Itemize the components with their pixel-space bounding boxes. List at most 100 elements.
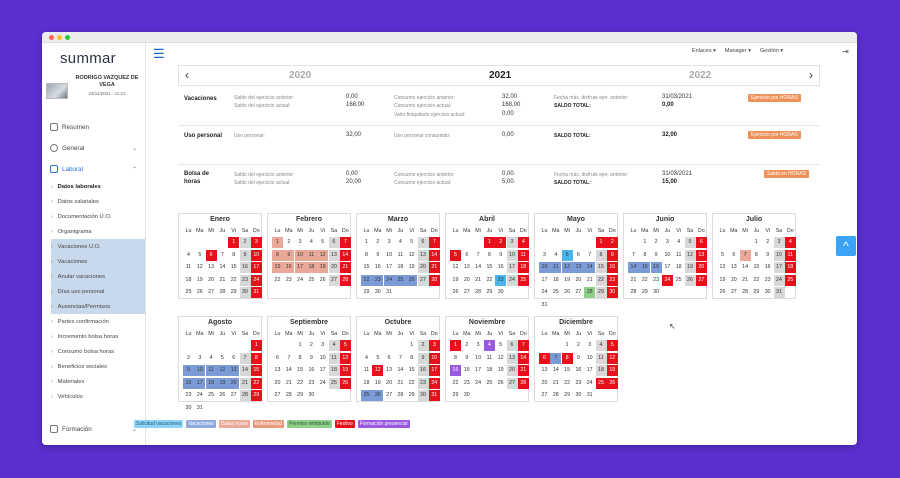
calendar-day[interactable]: 4 (517, 237, 529, 248)
calendar-day[interactable]: 29 (297, 392, 304, 398)
calendar-day[interactable]: 14 (552, 367, 559, 373)
calendar-day[interactable]: 18 (328, 365, 340, 376)
calendar-day[interactable]: 1 (272, 237, 283, 248)
calendar-day[interactable]: 11 (185, 264, 192, 270)
submenu-item[interactable]: › Datos salariales (51, 194, 145, 209)
calendar-day[interactable]: 7 (398, 354, 402, 361)
calendar-day[interactable]: 10 (386, 251, 393, 258)
calendar-day[interactable]: 20 (417, 262, 429, 273)
calendar-day[interactable]: 27 (730, 289, 737, 295)
calendar-day[interactable]: 8 (365, 251, 368, 258)
calendar-day[interactable]: 12 (408, 251, 415, 258)
calendar-day[interactable]: 11 (550, 262, 562, 273)
calendar-day[interactable]: 29 (230, 289, 237, 295)
calendar-day[interactable]: 16 (183, 377, 194, 389)
calendar-day[interactable]: 23 (764, 276, 771, 283)
calendar-day[interactable]: 29 (486, 289, 493, 295)
calendar-day[interactable]: 11 (517, 249, 529, 261)
submenu-item[interactable]: › Días uso personal (51, 284, 145, 299)
calendar-day[interactable]: 27 (541, 392, 548, 398)
calendar-day[interactable]: 16 (650, 262, 662, 273)
calendar-day[interactable]: 7 (476, 251, 480, 258)
calendar-day[interactable]: 25 (517, 274, 529, 286)
calendar-day[interactable]: 8 (232, 251, 236, 258)
calendar-day[interactable]: 30 (308, 392, 315, 398)
submenu-item[interactable]: › Documentación U.O. (51, 209, 145, 224)
calendar-day[interactable]: 31 (196, 404, 203, 411)
calendar-day[interactable]: 21 (219, 276, 226, 283)
calendar-day[interactable]: 21 (742, 276, 749, 283)
calendar-day[interactable]: 25 (208, 392, 215, 398)
calendar-day[interactable]: 13 (208, 264, 215, 270)
calendar-day[interactable]: 6 (417, 237, 429, 248)
calendar-day[interactable]: 23 (495, 274, 507, 286)
maximize-window-icon[interactable] (65, 34, 70, 40)
calendar-day[interactable]: 29 (452, 392, 459, 398)
calendar-day[interactable]: 18 (675, 264, 682, 270)
calendar-day[interactable]: 10 (539, 262, 550, 273)
calendar-day[interactable]: 22 (250, 377, 262, 389)
calendar-day[interactable]: 16 (497, 264, 504, 270)
calendar-day[interactable]: 6 (232, 354, 236, 361)
calendar-day[interactable]: 14 (628, 262, 639, 273)
calendar-day[interactable]: 2 (376, 239, 380, 245)
calendar-day[interactable]: 6 (732, 251, 736, 258)
calendar-day[interactable]: 14 (219, 264, 226, 270)
submenu-item[interactable]: › Vacaciones (51, 254, 145, 269)
calendar-day[interactable]: 14 (584, 262, 596, 273)
calendar-day[interactable]: 29 (753, 289, 760, 295)
calendar-day[interactable]: 29 (595, 287, 607, 298)
calendar-day[interactable]: 30 (374, 289, 381, 295)
calendar-day[interactable]: 9 (576, 354, 580, 361)
calendar-day[interactable]: 7 (220, 251, 224, 258)
calendar-day[interactable]: 14 (285, 367, 292, 373)
close-window-icon[interactable] (49, 34, 54, 40)
calendar-day[interactable]: 18 (205, 377, 217, 389)
calendar-day[interactable]: 4 (784, 237, 796, 248)
calendar-day[interactable]: 27 (575, 289, 582, 295)
calendar-day[interactable]: 2 (417, 340, 429, 351)
calendar-day[interactable]: 18 (185, 276, 192, 283)
calendar-day[interactable]: 16 (764, 264, 771, 270)
calendar-day[interactable]: 4 (309, 239, 313, 245)
calendar-day[interactable]: 23 (463, 379, 470, 386)
calendar-day[interactable]: 1 (410, 342, 414, 348)
calendar-day[interactable]: 15 (363, 264, 370, 270)
calendar-day[interactable]: 16 (239, 262, 251, 273)
calendar-day[interactable]: 28 (475, 289, 482, 295)
calendar-day[interactable]: 12 (317, 249, 329, 261)
calendar-day[interactable]: 9 (183, 365, 194, 376)
calendar-day[interactable]: 11 (486, 354, 493, 361)
calendar-day[interactable]: 13 (228, 365, 240, 376)
calendar-day[interactable]: 6 (387, 354, 391, 361)
calendar-day[interactable]: 28 (397, 392, 404, 398)
calendar-day[interactable]: 17 (194, 377, 206, 389)
calendar-day[interactable]: 24 (541, 289, 548, 295)
calendar-day[interactable]: 16 (606, 262, 618, 273)
calendar-day[interactable]: 22 (274, 276, 281, 283)
calendar-day[interactable]: 20 (463, 276, 470, 283)
calendar-day[interactable]: 12 (196, 264, 203, 270)
calendar-day[interactable]: 29 (641, 289, 648, 295)
calendar-day[interactable]: 30 (185, 404, 192, 411)
calendar-day[interactable]: 24 (475, 379, 482, 386)
calendar-day[interactable]: 6 (205, 249, 217, 261)
calendar-day[interactable]: 11 (205, 365, 217, 376)
calendar-day[interactable]: 31 (250, 287, 262, 298)
calendar-day[interactable]: 16 (283, 262, 295, 273)
calendar-day[interactable]: 31 (541, 301, 548, 308)
calendar-day[interactable]: 19 (317, 262, 329, 273)
calendar-day[interactable]: 6 (506, 340, 518, 351)
calendar-day[interactable]: 4 (209, 354, 213, 361)
calendar-day[interactable]: 18 (397, 264, 404, 270)
calendar-day[interactable]: 27 (506, 377, 518, 389)
calendar-day[interactable]: 3 (476, 342, 480, 348)
calendar-day[interactable]: 8 (250, 352, 262, 364)
calendar-day[interactable]: 12 (452, 264, 459, 270)
calendar-day[interactable]: 18 (517, 262, 529, 273)
calendar-day[interactable]: 8 (454, 354, 457, 361)
calendar-day[interactable]: 15 (753, 264, 760, 270)
calendar-day[interactable]: 11 (595, 352, 607, 364)
calendar-day[interactable]: 27 (328, 274, 340, 286)
calendar-day[interactable]: 12 (372, 365, 384, 376)
